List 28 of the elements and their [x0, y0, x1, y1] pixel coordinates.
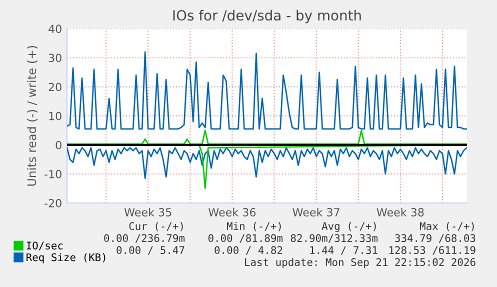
text: Last update: Mon Sep 21 22:15:02 2026 — [245, 258, 476, 268]
y-tick-label: 0 — [56, 140, 62, 150]
legend-label: Req Size (KB) — [26, 253, 106, 264]
text: Min (-/+) — [226, 222, 281, 232]
text: 0.00 / 4.82 — [214, 246, 282, 255]
y-tick-label: 40 — [48, 24, 62, 34]
x-tick-label: Week 36 — [208, 208, 256, 216]
y-tick-label: -10 — [44, 170, 62, 178]
y-tick-label: 10 — [49, 112, 62, 120]
text: 0.00 / 5.47 — [116, 246, 184, 255]
chart-title: IOs for /dev/sda - by month — [173, 10, 361, 24]
y-tick-label: 30 — [48, 54, 62, 62]
text: 82.90m/312.33m — [290, 234, 378, 243]
text: 0.00 /81.89m — [208, 234, 283, 243]
text: Avg (-/+) — [322, 222, 376, 232]
x-tick-label: Week 38 — [376, 208, 424, 216]
text: Cur (-/+) — [129, 222, 183, 232]
text: 1.44 / 7.31 — [310, 246, 378, 255]
text: 128.53 /611.19 — [389, 246, 476, 255]
y-tick-label: 20 — [48, 82, 62, 92]
x-tick-label: Week 37 — [292, 208, 340, 216]
y-axis-title: Units read (-) / write (+) — [27, 46, 38, 186]
text: Max (-/+) — [420, 222, 474, 232]
y-tick-label: -20 — [44, 198, 62, 208]
text: 0.00 /236.79m — [104, 234, 185, 243]
legend-label: IO/sec — [26, 242, 63, 250]
text: 334.79 /68.03 — [395, 234, 476, 243]
x-tick-label: Week 35 — [124, 208, 172, 216]
